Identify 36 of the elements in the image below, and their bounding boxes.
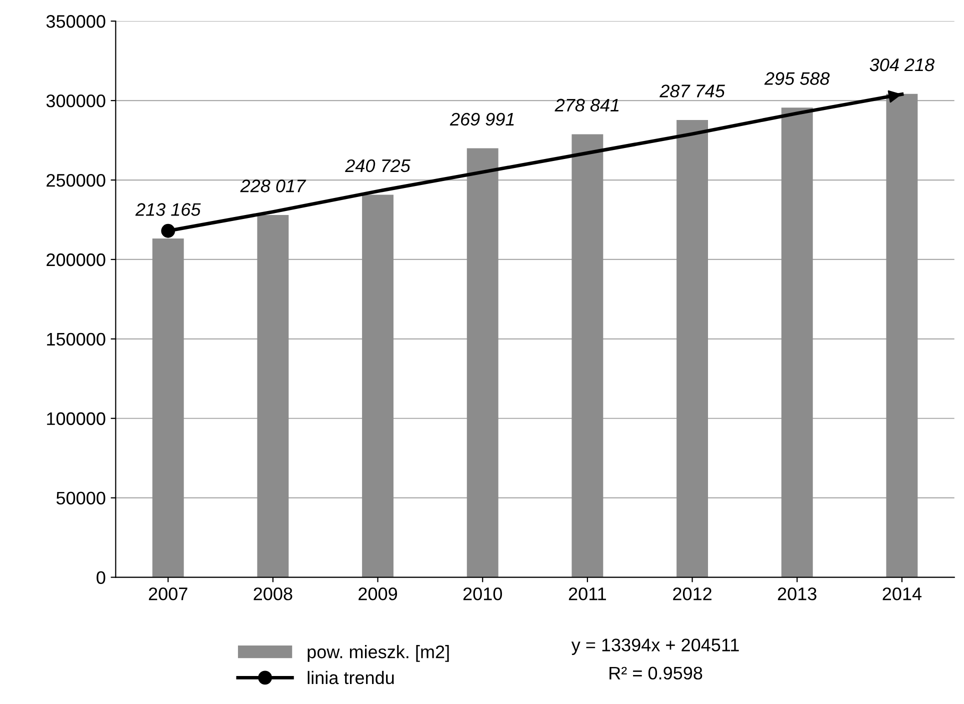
- y-tick-label: 300000: [46, 94, 106, 108]
- bar: [676, 120, 708, 578]
- x-tick-label: 2008: [254, 587, 292, 600]
- bar: [886, 94, 918, 578]
- bar: [152, 238, 184, 578]
- x-tick-label: 2012: [673, 587, 712, 600]
- bar: [572, 134, 604, 578]
- bar: [257, 214, 289, 578]
- x-tick-label: 2009: [358, 587, 397, 600]
- data-label: 304 218: [870, 58, 934, 72]
- data-label: 278 841: [554, 98, 619, 112]
- x-tick-label: 2013: [778, 587, 816, 600]
- y-tick-label: 150000: [47, 332, 106, 346]
- x-tick-label: 2010: [463, 587, 502, 600]
- data-label: 213 165: [135, 203, 201, 216]
- legend-label: linia trendu: [308, 670, 394, 684]
- x-tick-label: 2014: [882, 587, 922, 600]
- text: R² = 0.9598: [610, 666, 702, 680]
- legend-label: pow. mieszk. [m2]: [308, 645, 449, 662]
- data-label: 295 588: [764, 72, 830, 85]
- data-label: 228 017: [240, 180, 306, 192]
- y-tick-label: 250000: [46, 174, 106, 187]
- bar: [466, 148, 498, 578]
- data-label: 269 991: [450, 112, 514, 126]
- y-tick-label: 50000: [56, 492, 106, 505]
- data-label: 287 745: [660, 84, 725, 98]
- y-tick-label: 350000: [46, 15, 106, 28]
- y-tick-label: 0: [96, 571, 106, 584]
- y-tick-label: 100000: [47, 412, 106, 426]
- y-tick-label: 200000: [46, 253, 106, 266]
- text: y = 13394x + 204511: [571, 638, 739, 655]
- bar: [781, 108, 813, 578]
- x-tick-label: 2011: [568, 587, 606, 600]
- data-label: 240 725: [345, 159, 410, 172]
- bar: [362, 194, 394, 578]
- x-tick-label: 2007: [148, 587, 188, 600]
